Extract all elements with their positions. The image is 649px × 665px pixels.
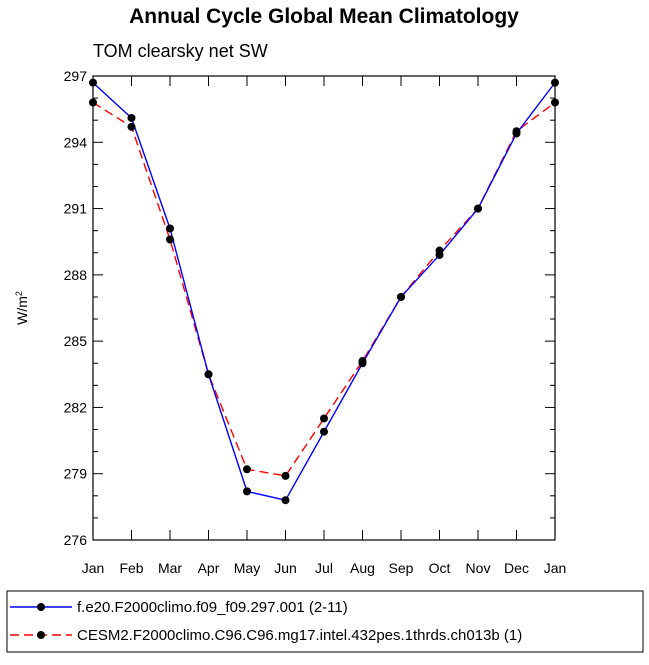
x-tick-label: Sep: [389, 560, 414, 576]
series-1-point: [204, 370, 213, 379]
y-axis-label-base: W/m: [14, 296, 30, 325]
plot-area: 276 279 282 285 288 291 294 297 Jan Feb Mar Apr May J…: [14, 68, 566, 576]
series-1-point: [397, 292, 405, 301]
x-tick-label: Dec: [504, 560, 529, 576]
y-tick-label: 294: [64, 134, 88, 150]
series-2-point: [166, 235, 174, 244]
x-tick-label: May: [234, 560, 260, 576]
y-tick-label: 276: [64, 532, 88, 548]
series-1-point: [435, 250, 444, 259]
chart-subtitle: TOM clearsky net SW: [93, 41, 268, 61]
x-tick-label: Jul: [315, 560, 333, 576]
series-2-point: [320, 414, 328, 423]
series-1-point: [551, 78, 559, 87]
series-1-point: [281, 496, 290, 505]
x-tick-label: Jan: [82, 560, 105, 576]
series-2-point: [551, 98, 559, 107]
y-tick-label: 279: [64, 466, 88, 482]
legend-label-1: f.e20.F2000climo.f09_f09.297.001 (2-11): [77, 599, 348, 616]
y-tick-label: 282: [64, 399, 88, 415]
x-tick-label: Aug: [350, 560, 375, 576]
legend-marker-2: [37, 631, 45, 639]
y-tick-label: 291: [64, 201, 88, 217]
y-axis-label: W/m2: [14, 291, 30, 325]
series-line-1: [92, 82, 556, 502]
x-tick-label: Feb: [119, 560, 143, 576]
x-tick-label: Nov: [466, 560, 491, 576]
series-1-point: [358, 359, 367, 368]
chart-title: Annual Cycle Global Mean Climatology: [129, 5, 519, 28]
series-2-point: [243, 465, 251, 474]
legend-label-2: CESM2.F2000climo.C96.C96.mg17.intel.432p…: [77, 627, 522, 644]
legend: f.e20.F2000climo.f09_f09.297.001 (2-11) C…: [6, 590, 644, 653]
plot-frame: [92, 75, 556, 541]
series-1-point: [474, 204, 482, 213]
x-tick-label: Mar: [158, 560, 182, 576]
series-2-point: [89, 98, 97, 107]
series-1-point: [127, 113, 136, 122]
legend-marker-1: [37, 603, 45, 611]
series-1-point: [320, 427, 328, 436]
legend-box: [6, 590, 644, 653]
series-1-point: [512, 129, 521, 138]
y-tick-label: 297: [64, 68, 88, 84]
series-1-point: [166, 224, 174, 233]
series-2-point: [127, 122, 136, 131]
x-tick-label: Oct: [429, 560, 451, 576]
y-axis-label-superscript: 2: [14, 291, 24, 296]
x-tick-label: Jun: [274, 560, 297, 576]
series-1-point: [89, 78, 97, 87]
series-1-point: [243, 487, 251, 496]
x-tick-label: Apr: [198, 560, 220, 576]
y-tick-label: 288: [64, 267, 88, 283]
y-tick-label: 285: [64, 333, 88, 349]
series-2-point: [281, 471, 290, 480]
x-tick-label: Jan: [544, 560, 567, 576]
